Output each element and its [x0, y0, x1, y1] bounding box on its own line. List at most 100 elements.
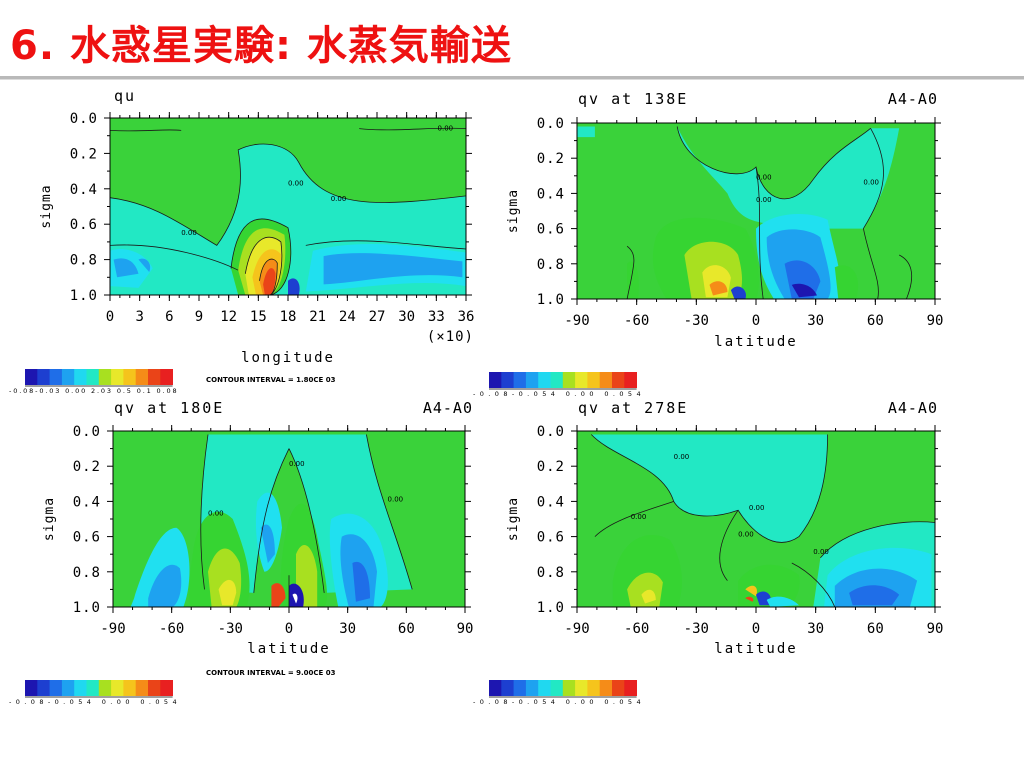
x-tick-label: -30 [218, 621, 243, 637]
y-tick-label: 0.2 [70, 146, 98, 162]
x-tick-label: 90 [457, 621, 474, 637]
x-tick-label: 0 [106, 309, 114, 325]
contour-line [305, 240, 467, 250]
y-tick-label: 0.6 [537, 530, 565, 546]
shaded-region [641, 589, 656, 604]
colorbar-swatch [25, 369, 38, 385]
y-tick-label: 0.0 [73, 424, 101, 440]
y-axis-label: sigma [506, 497, 521, 541]
colorbar-swatch [624, 372, 637, 388]
shaded-region [271, 583, 286, 607]
shaded-region [113, 258, 139, 278]
colorbar-swatch [501, 372, 514, 388]
x-multiplier: (×10) [427, 329, 474, 345]
x-tick-label: 9 [195, 309, 203, 325]
contour-line [359, 127, 467, 131]
colorbar-swatch [587, 372, 601, 388]
x-tick-label: 60 [867, 313, 884, 329]
shaded-region [260, 524, 275, 563]
contour-label: 0.00 [813, 548, 829, 556]
colorbar-swatch [575, 372, 588, 388]
colorbar-swatch [135, 680, 149, 696]
shaded-region [730, 286, 746, 299]
x-tick-label: 15 [250, 309, 267, 325]
colorbar-swatch [111, 369, 124, 385]
colorbar-swatch [525, 372, 539, 388]
contour-label: 0.00 [738, 531, 754, 539]
shaded-region [745, 585, 757, 597]
y-tick-label: 0.4 [70, 182, 98, 198]
x-axis-label: latitude [247, 641, 330, 657]
x-tick-label: 0 [752, 621, 760, 637]
y-tick-label: 1.0 [537, 600, 565, 616]
y-tick-label: 0.2 [537, 151, 565, 167]
x-tick-label: -90 [564, 621, 589, 637]
chart-qv138: 0.00 0.00 0.00 qv at 138E A4-A0 0.0 0.2 0.4 0.6 0… [506, 90, 943, 350]
contour-line [366, 434, 413, 590]
title-divider-shadow [0, 79, 1024, 80]
colorbar-swatch [550, 372, 564, 388]
colorbar-qv138 [489, 372, 637, 390]
contour-label: 0.00 [288, 179, 304, 187]
shaded-region [288, 278, 300, 295]
colorbar-swatch [538, 372, 551, 388]
contour-line [253, 448, 290, 593]
y-axis-label: sigma [42, 497, 57, 541]
shaded-region [834, 265, 859, 299]
colorbar-swatch [123, 680, 137, 696]
x-tick-label: 30 [807, 621, 824, 637]
chart-title-right: A4-A0 [888, 90, 938, 108]
x-tick-label: 90 [927, 313, 944, 329]
colorbar-swatch [612, 680, 625, 696]
colorbar-swatch [513, 680, 527, 696]
x-tick-label: 36 [458, 309, 475, 325]
x-tick-label: 0 [752, 313, 760, 329]
contour-line [626, 245, 635, 300]
contour-interval: CONTOUR INTERVAL = 1.80CE 03 [206, 376, 336, 384]
y-axis-label: sigma [39, 184, 54, 228]
x-tick-label: 30 [398, 309, 415, 325]
shaded-region [627, 261, 639, 299]
colorbar-swatch [575, 680, 588, 696]
contour-line [244, 236, 283, 296]
x-tick-label: 33 [428, 309, 445, 325]
colorbar-swatch [587, 680, 601, 696]
colorbar-swatch [599, 372, 613, 388]
colorbar-swatch [525, 680, 539, 696]
contour-line [109, 244, 239, 271]
colorbar-swatch [550, 680, 564, 696]
shaded-region [323, 253, 463, 285]
x-tick-label: -30 [684, 621, 709, 637]
chart-title: qv at 138E [578, 90, 688, 108]
colorbar-swatch [612, 372, 625, 388]
chart-title-right: A4-A0 [888, 399, 938, 417]
contour-line [109, 143, 467, 246]
colorbar-swatch [37, 680, 50, 696]
colorbar-swatch [160, 369, 173, 385]
shaded-region [292, 593, 298, 604]
colorbar-swatch [37, 369, 50, 385]
x-tick-label: 27 [369, 309, 386, 325]
contour-line [676, 126, 871, 200]
chart-title: qu [114, 87, 136, 105]
y-tick-label: 0.0 [537, 424, 565, 440]
shaded-region [709, 281, 728, 296]
contour-label: 0.00 [331, 195, 347, 203]
colorbar-swatch [49, 369, 63, 385]
x-tick-label: 60 [398, 621, 415, 637]
x-tick-label: 12 [220, 309, 237, 325]
colorbar-swatch [562, 372, 576, 388]
x-tick-label: -60 [624, 621, 649, 637]
contour-line [820, 521, 936, 558]
y-tick-label: 1.0 [70, 288, 98, 304]
contour-line [899, 254, 913, 300]
shaded-region [677, 126, 900, 229]
x-tick-label: 18 [280, 309, 297, 325]
contour-label: 0.00 [749, 504, 765, 512]
shaded-region [148, 564, 182, 607]
chart-qv180: 0.00 0.00 0.00 qv at 180E A4-A0 0.0 0.2 0.4 0.6 0… [42, 399, 473, 657]
y-tick-label: 0.2 [73, 459, 101, 475]
chart-title-right: A4-A0 [423, 399, 473, 417]
contour-line [719, 509, 739, 581]
